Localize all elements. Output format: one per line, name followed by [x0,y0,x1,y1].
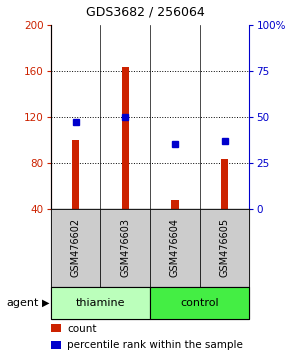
Bar [221,159,228,209]
Bar [150,209,200,287]
Bar [171,200,179,209]
Text: agent: agent [7,298,39,308]
Text: percentile rank within the sample: percentile rank within the sample [68,340,243,350]
Text: GSM476603: GSM476603 [120,218,130,277]
Text: GSM476602: GSM476602 [70,218,81,278]
Text: thiamine: thiamine [76,298,125,308]
Text: ▶: ▶ [42,298,49,308]
Text: control: control [180,298,219,308]
Bar [122,67,129,209]
Text: GDS3682 / 256064: GDS3682 / 256064 [86,6,204,19]
Bar [51,287,150,319]
Text: GSM476604: GSM476604 [170,218,180,277]
Text: GSM476605: GSM476605 [220,218,230,278]
Bar [51,324,61,332]
Bar [51,209,100,287]
Bar [51,341,61,349]
Bar [100,209,150,287]
Bar [150,287,249,319]
Text: count: count [68,324,97,333]
Bar [72,140,79,209]
Bar [200,209,249,287]
